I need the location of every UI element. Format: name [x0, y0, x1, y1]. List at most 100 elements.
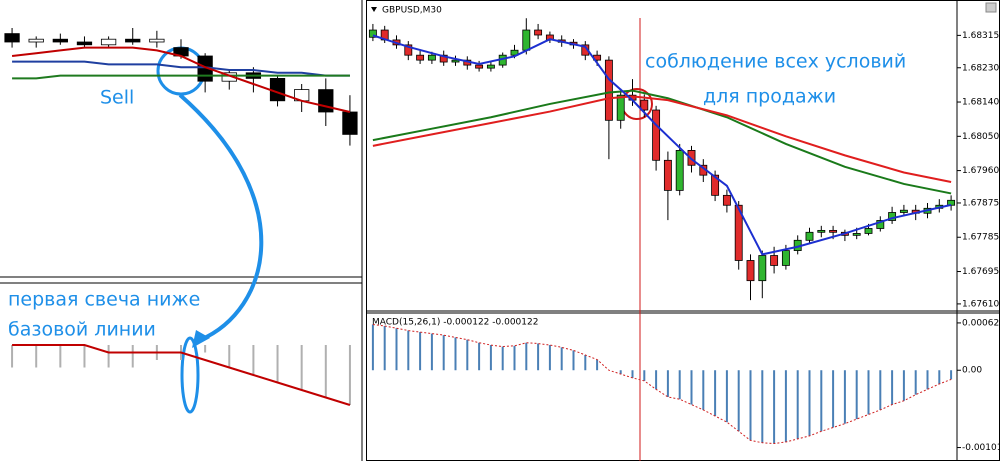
y-tick-label: 1.67960 — [962, 166, 999, 176]
histogram-bar — [131, 345, 134, 368]
histogram-bar — [584, 354, 587, 371]
histogram-bar — [914, 370, 917, 395]
annotation: первая свеча ниже — [8, 289, 200, 311]
candle-body — [852, 233, 861, 236]
annotation: соблюдение всех условий — [645, 51, 906, 73]
histogram-bar — [228, 345, 231, 368]
candle-body — [604, 59, 613, 121]
line — [372, 89, 952, 195]
histogram-bar — [489, 345, 492, 371]
candle-body — [663, 159, 672, 191]
candle-body — [318, 89, 334, 113]
y-tick-label: 1.68140 — [962, 98, 999, 108]
histogram-bar — [83, 345, 86, 368]
y-tick-label: 1.68050 — [962, 132, 999, 142]
histogram-bar — [843, 370, 846, 424]
histogram-bar — [950, 370, 953, 380]
histogram-bar — [879, 370, 882, 410]
candle-body — [149, 38, 165, 43]
y-tick-label: 0.00062 — [962, 318, 999, 328]
histogram-bar — [383, 325, 386, 371]
histogram-bar — [35, 345, 38, 368]
histogram-bar — [655, 370, 658, 390]
candle-body — [404, 44, 413, 56]
histogram-bar — [478, 342, 481, 371]
menu-arrow[interactable] — [371, 7, 377, 12]
candle-body — [416, 54, 425, 61]
histogram-bar — [855, 370, 858, 420]
histogram-bar — [454, 337, 457, 371]
candle-body — [534, 29, 543, 36]
arrow — [178, 93, 264, 342]
candle-body — [439, 54, 448, 63]
histogram-bar — [419, 332, 422, 371]
candle-body — [427, 54, 436, 61]
histogram-bar — [938, 370, 941, 384]
histogram-bar — [276, 345, 279, 383]
annotation: базовой линии — [8, 319, 156, 341]
histogram-bar — [820, 370, 823, 432]
histogram-bar — [513, 345, 516, 371]
candle-body — [100, 38, 117, 46]
candle-body — [475, 64, 484, 69]
indicator-title: MACD(15,26,1) -0.000122 -0.000122 — [372, 318, 538, 328]
line — [372, 34, 952, 256]
candle-body — [510, 49, 519, 56]
histogram-bar — [631, 370, 634, 378]
histogram-bar — [902, 370, 905, 401]
candle-body — [76, 41, 93, 46]
candle-body — [451, 59, 460, 63]
candle-body — [221, 72, 237, 82]
candle-body — [770, 255, 779, 266]
annotation: для продажи — [703, 86, 836, 108]
line — [12, 344, 351, 406]
candle-body — [734, 204, 743, 261]
y-tick-label: 0.00 — [962, 366, 982, 376]
histogram-bar — [678, 370, 681, 400]
histogram-bar — [926, 370, 929, 390]
candle-body — [899, 209, 908, 213]
histogram-bar — [371, 324, 374, 371]
histogram-bar — [761, 370, 764, 443]
histogram-bar — [619, 370, 622, 375]
histogram-bar — [560, 347, 563, 371]
candle-body — [746, 260, 755, 282]
window-icon[interactable] — [985, 2, 997, 13]
candle-body — [28, 38, 44, 43]
line — [11, 46, 351, 113]
y-tick-label: 1.67785 — [962, 233, 999, 243]
histogram-bar — [808, 370, 811, 436]
y-tick-label: 1.68230 — [962, 63, 999, 73]
signal-line — [372, 323, 952, 445]
histogram-bar — [324, 345, 327, 398]
candle-body — [52, 38, 68, 43]
histogram-bar — [348, 345, 351, 405]
histogram-bar — [737, 370, 740, 432]
candle-body — [876, 220, 885, 229]
candle-body — [817, 229, 826, 233]
candle-body — [368, 29, 377, 38]
histogram-bar — [501, 346, 504, 371]
candle-body — [486, 64, 495, 69]
candle-body — [675, 150, 684, 191]
histogram-bar — [252, 345, 255, 375]
chart-title: GBPUSD,M30 — [382, 6, 442, 16]
histogram-bar — [725, 370, 728, 423]
candle-body — [4, 33, 20, 43]
histogram-bar — [430, 333, 433, 371]
y-tick-label: -0.001013 — [962, 443, 1000, 453]
candle-body — [652, 109, 661, 161]
candle-body — [522, 29, 531, 51]
candle-body — [781, 250, 790, 266]
histogram-bar — [784, 370, 787, 442]
histogram-bar — [442, 335, 445, 371]
histogram-bar — [548, 345, 551, 371]
histogram-bar — [690, 370, 693, 405]
line — [372, 95, 952, 184]
y-tick-label: 1.67875 — [962, 198, 999, 208]
line — [12, 74, 350, 80]
histogram-bar — [891, 370, 894, 405]
candle-body — [711, 174, 720, 196]
histogram-bar — [395, 328, 398, 371]
histogram-bar — [643, 370, 646, 381]
